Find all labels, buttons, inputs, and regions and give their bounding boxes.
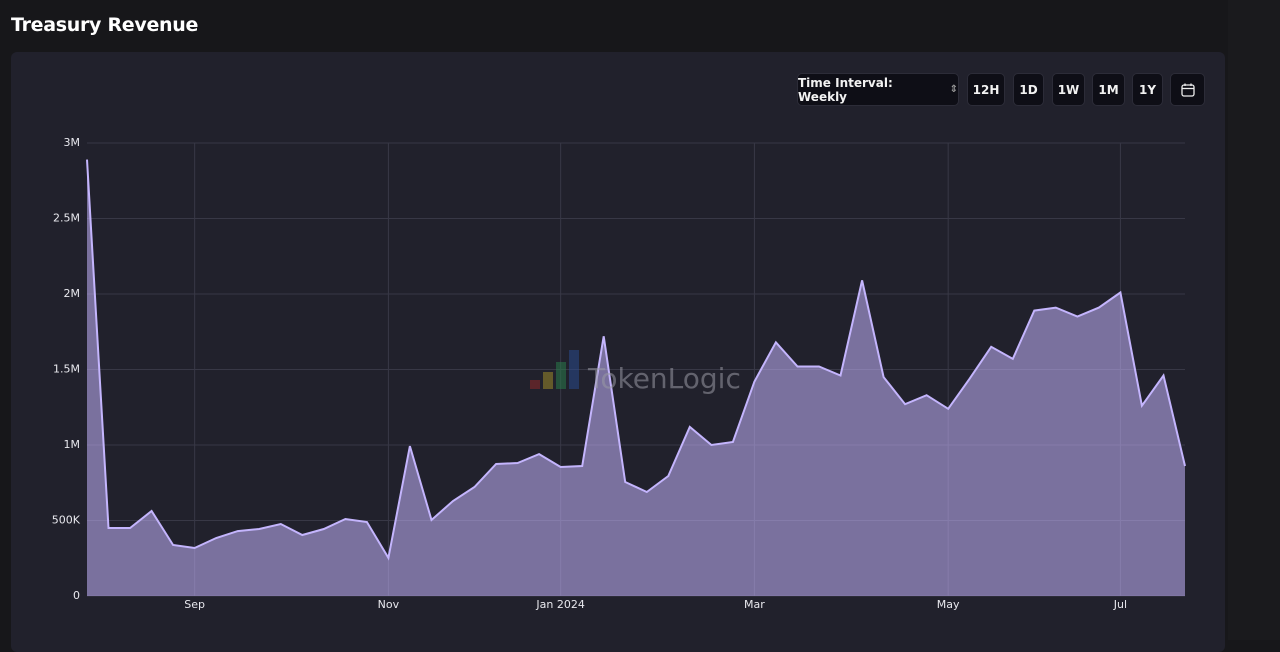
x-tick-label: Jul [1113, 598, 1127, 611]
y-tick-label: 3M [64, 136, 81, 149]
y-tick-label: 1M [64, 438, 81, 451]
x-tick-label: Jan 2024 [535, 598, 584, 611]
y-tick-label: 500K [52, 514, 81, 527]
x-tick-label: May [937, 598, 960, 611]
watermark-text: TokenLogic [587, 362, 741, 395]
y-tick-label: 1.5M [53, 363, 80, 376]
x-tick-label: Sep [184, 598, 205, 611]
y-tick-label: 2M [64, 287, 81, 300]
x-tick-label: Mar [744, 598, 765, 611]
y-tick-label: 2.5M [53, 212, 80, 225]
y-tick-label: 0 [73, 589, 80, 602]
watermark: TokenLogic [530, 350, 741, 395]
x-tick-label: Nov [378, 598, 400, 611]
